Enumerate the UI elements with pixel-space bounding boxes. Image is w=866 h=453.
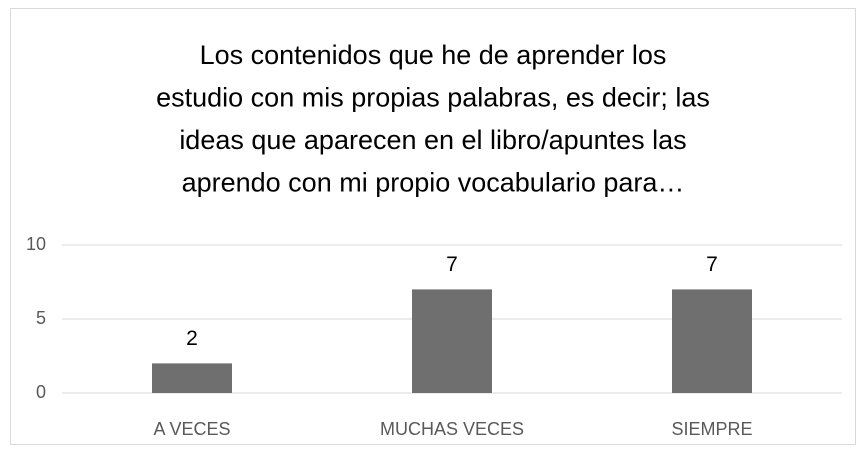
bar (152, 363, 232, 393)
x-tick-label: A VECES (153, 419, 230, 439)
chart-title: aprendo con mi propio vocabulario para… (182, 168, 685, 198)
y-tick-label: 10 (26, 234, 46, 254)
bar (412, 289, 492, 393)
bar (672, 289, 752, 393)
data-label: 7 (446, 253, 458, 276)
y-tick-label: 5 (36, 308, 46, 328)
data-label: 7 (706, 253, 718, 276)
x-tick-label: MUCHAS VECES (380, 419, 524, 439)
data-label: 2 (186, 327, 198, 350)
chart-title: ideas que aparecen en el libro/apuntes l… (179, 125, 686, 155)
chart-title: estudio con mis propias palabras, es dec… (156, 83, 710, 113)
chart-title: Los contenidos que he de aprender los (200, 40, 667, 70)
y-tick-label: 0 (36, 382, 46, 402)
x-tick-label: SIEMPRE (671, 419, 752, 439)
